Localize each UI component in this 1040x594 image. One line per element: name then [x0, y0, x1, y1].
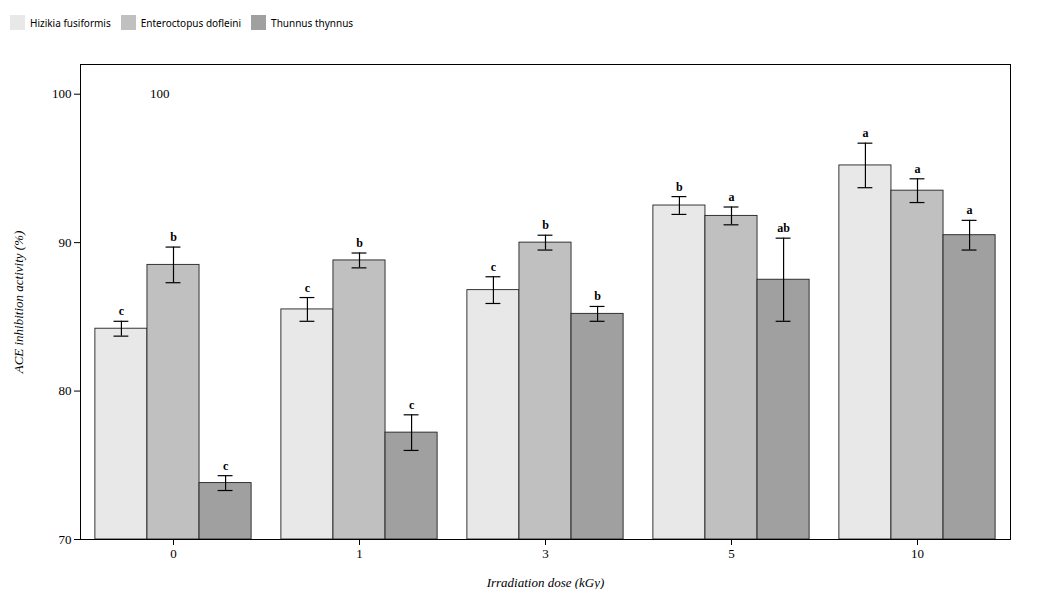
svg-text:a: a [967, 203, 973, 217]
svg-text:100: 100 [52, 86, 72, 101]
svg-text:c: c [223, 459, 229, 473]
svg-text:1: 1 [356, 546, 363, 561]
svg-text:b: b [170, 230, 177, 244]
svg-text:a: a [862, 126, 868, 140]
svg-text:c: c [409, 398, 415, 412]
svg-text:b: b [542, 218, 549, 232]
svg-text:70: 70 [59, 532, 72, 547]
svg-text:80: 80 [59, 383, 72, 398]
svg-text:c: c [305, 281, 311, 295]
html-text:Enteroctopus dofleini: Enteroctopus dofleini [140, 15, 242, 30]
svg-text:Irradiation dose (kGy): Irradiation dose (kGy) [486, 575, 605, 590]
svg-text:b: b [356, 236, 363, 250]
svg-text:c: c [491, 260, 497, 274]
html-text:Thunnus thynnus: Thunnus thynnus [271, 15, 354, 30]
svg-text:100: 100 [150, 86, 170, 101]
svg-text:90: 90 [59, 235, 72, 250]
svg-text:ACE inhibition activity (%): ACE inhibition activity (%) [11, 231, 26, 375]
svg-text:3: 3 [542, 546, 549, 561]
svg-text:10: 10 [911, 546, 924, 561]
svg-text:a: a [729, 190, 735, 204]
svg-text:b: b [676, 180, 683, 194]
svg-text:5: 5 [728, 546, 735, 561]
svg-text:ab: ab [777, 221, 790, 235]
svg-text:a: a [915, 162, 921, 176]
html-text:Hizikia fusiformis: Hizikia fusiformis [30, 15, 111, 30]
svg-text:c: c [119, 304, 125, 318]
svg-text:b: b [594, 289, 601, 303]
svg-text:0: 0 [170, 546, 177, 561]
